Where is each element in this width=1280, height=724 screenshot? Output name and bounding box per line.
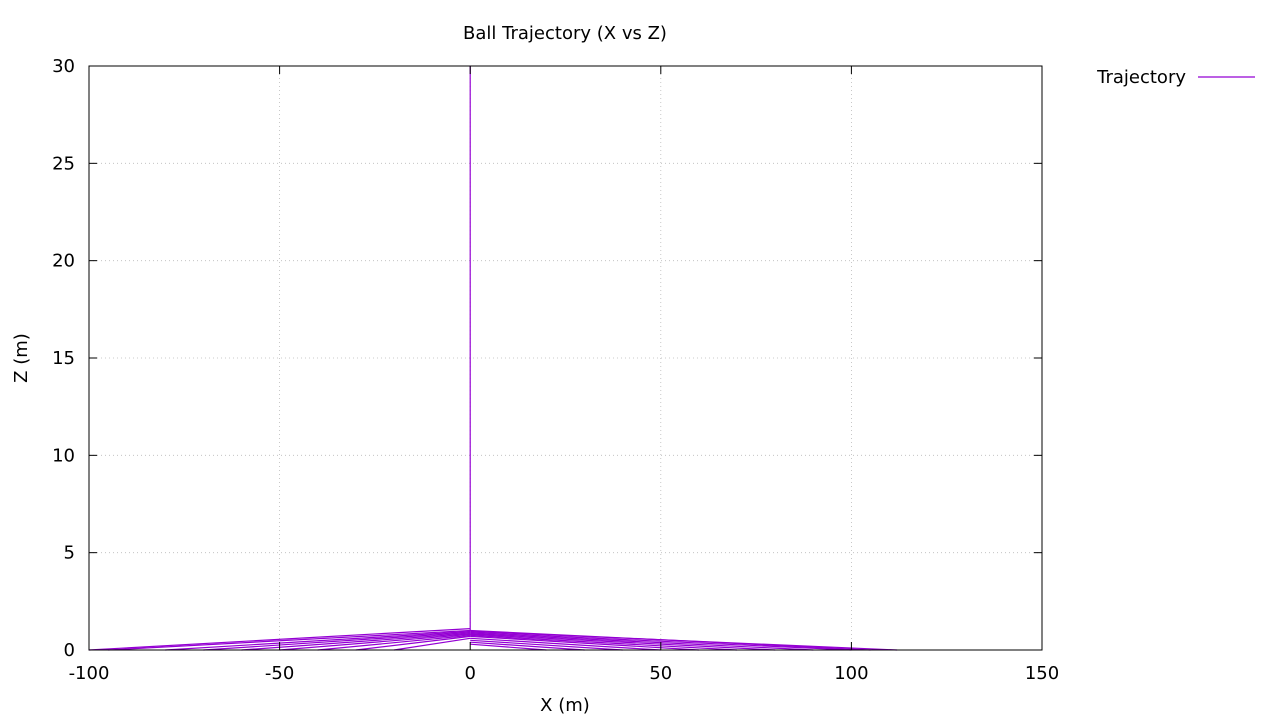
- grid-layer: [89, 66, 1042, 650]
- y-tick-label: 10: [52, 445, 75, 466]
- x-axis-title: X (m): [540, 695, 590, 716]
- trajectory-segment: [393, 637, 471, 651]
- y-tick-label: 15: [52, 348, 75, 369]
- trajectory-segment: [279, 633, 471, 651]
- trajectory-segment: [241, 632, 471, 651]
- y-axis-title: Z (m): [11, 333, 32, 383]
- tick-layer: -100 -50 0 50 100 150 0 5 10 15 20 25 30: [52, 56, 1059, 684]
- trajectory-segment: [203, 631, 471, 651]
- trajectory-segment: [470, 641, 585, 651]
- trajectory-segment: [470, 634, 738, 651]
- x-tick-label: 150: [1025, 663, 1059, 684]
- trajectory-segment: [470, 643, 547, 651]
- x-tick-label: -100: [69, 663, 110, 684]
- trajectory-segment: [470, 631, 852, 651]
- trajectory-segment: [470, 633, 776, 651]
- trajectory-segment: [470, 630, 898, 651]
- trajectory-segment: [165, 630, 471, 651]
- y-tick-label: 25: [52, 153, 75, 174]
- y-tick-label: 5: [64, 543, 75, 564]
- label-layer: Ball Trajectory (X vs Z) X (m) Z (m): [11, 23, 667, 716]
- trajectory-segment: [470, 632, 814, 651]
- legend: Trajectory: [1096, 67, 1255, 88]
- x-tick-label: 100: [834, 663, 868, 684]
- trajectory-segment: [355, 635, 471, 651]
- trajectory-segment: [88, 628, 471, 651]
- trajectory-segment: [317, 634, 471, 651]
- trajectory-segment: [108, 629, 471, 651]
- trajectory-segment: [470, 637, 661, 651]
- series-layer: [88, 66, 898, 651]
- x-tick-label: 0: [464, 663, 475, 684]
- trajectory-segment: [470, 639, 623, 651]
- y-tick-label: 30: [52, 56, 75, 77]
- legend-label: Trajectory: [1096, 67, 1186, 88]
- x-tick-label: -50: [265, 663, 294, 684]
- x-tick-label: 50: [649, 663, 672, 684]
- y-tick-label: 0: [64, 640, 75, 661]
- y-tick-label: 20: [52, 251, 75, 272]
- chart-title: Ball Trajectory (X vs Z): [463, 23, 667, 44]
